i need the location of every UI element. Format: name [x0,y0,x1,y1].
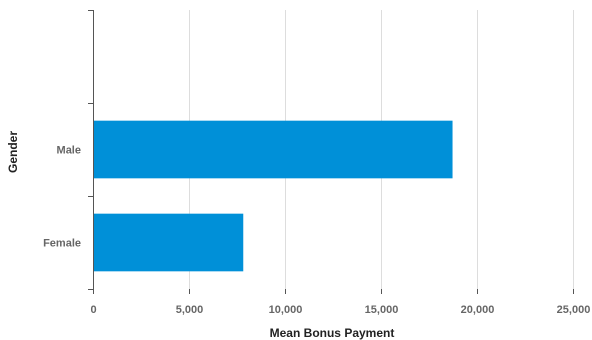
axes [88,10,574,294]
tick-labels: 0 5,000 10,000 15,000 20,000 25,000 Male Female [43,145,590,317]
y-axis-title: Gender [6,131,20,173]
x-tick-label: 10,000 [269,304,303,316]
x-tick-label: 20,000 [461,304,495,316]
y-tick-label: Male [57,145,81,157]
x-axis-title: Mean Bonus Payment [270,326,395,340]
x-tick-label: 5,000 [176,304,204,316]
x-tick-label: 0 [90,304,96,316]
bar-male [93,120,453,179]
bar-female [93,213,244,272]
bars [93,120,453,272]
x-tick-label: 15,000 [365,304,399,316]
x-tick-label: 25,000 [557,304,591,316]
y-tick-label: Female [43,238,81,250]
